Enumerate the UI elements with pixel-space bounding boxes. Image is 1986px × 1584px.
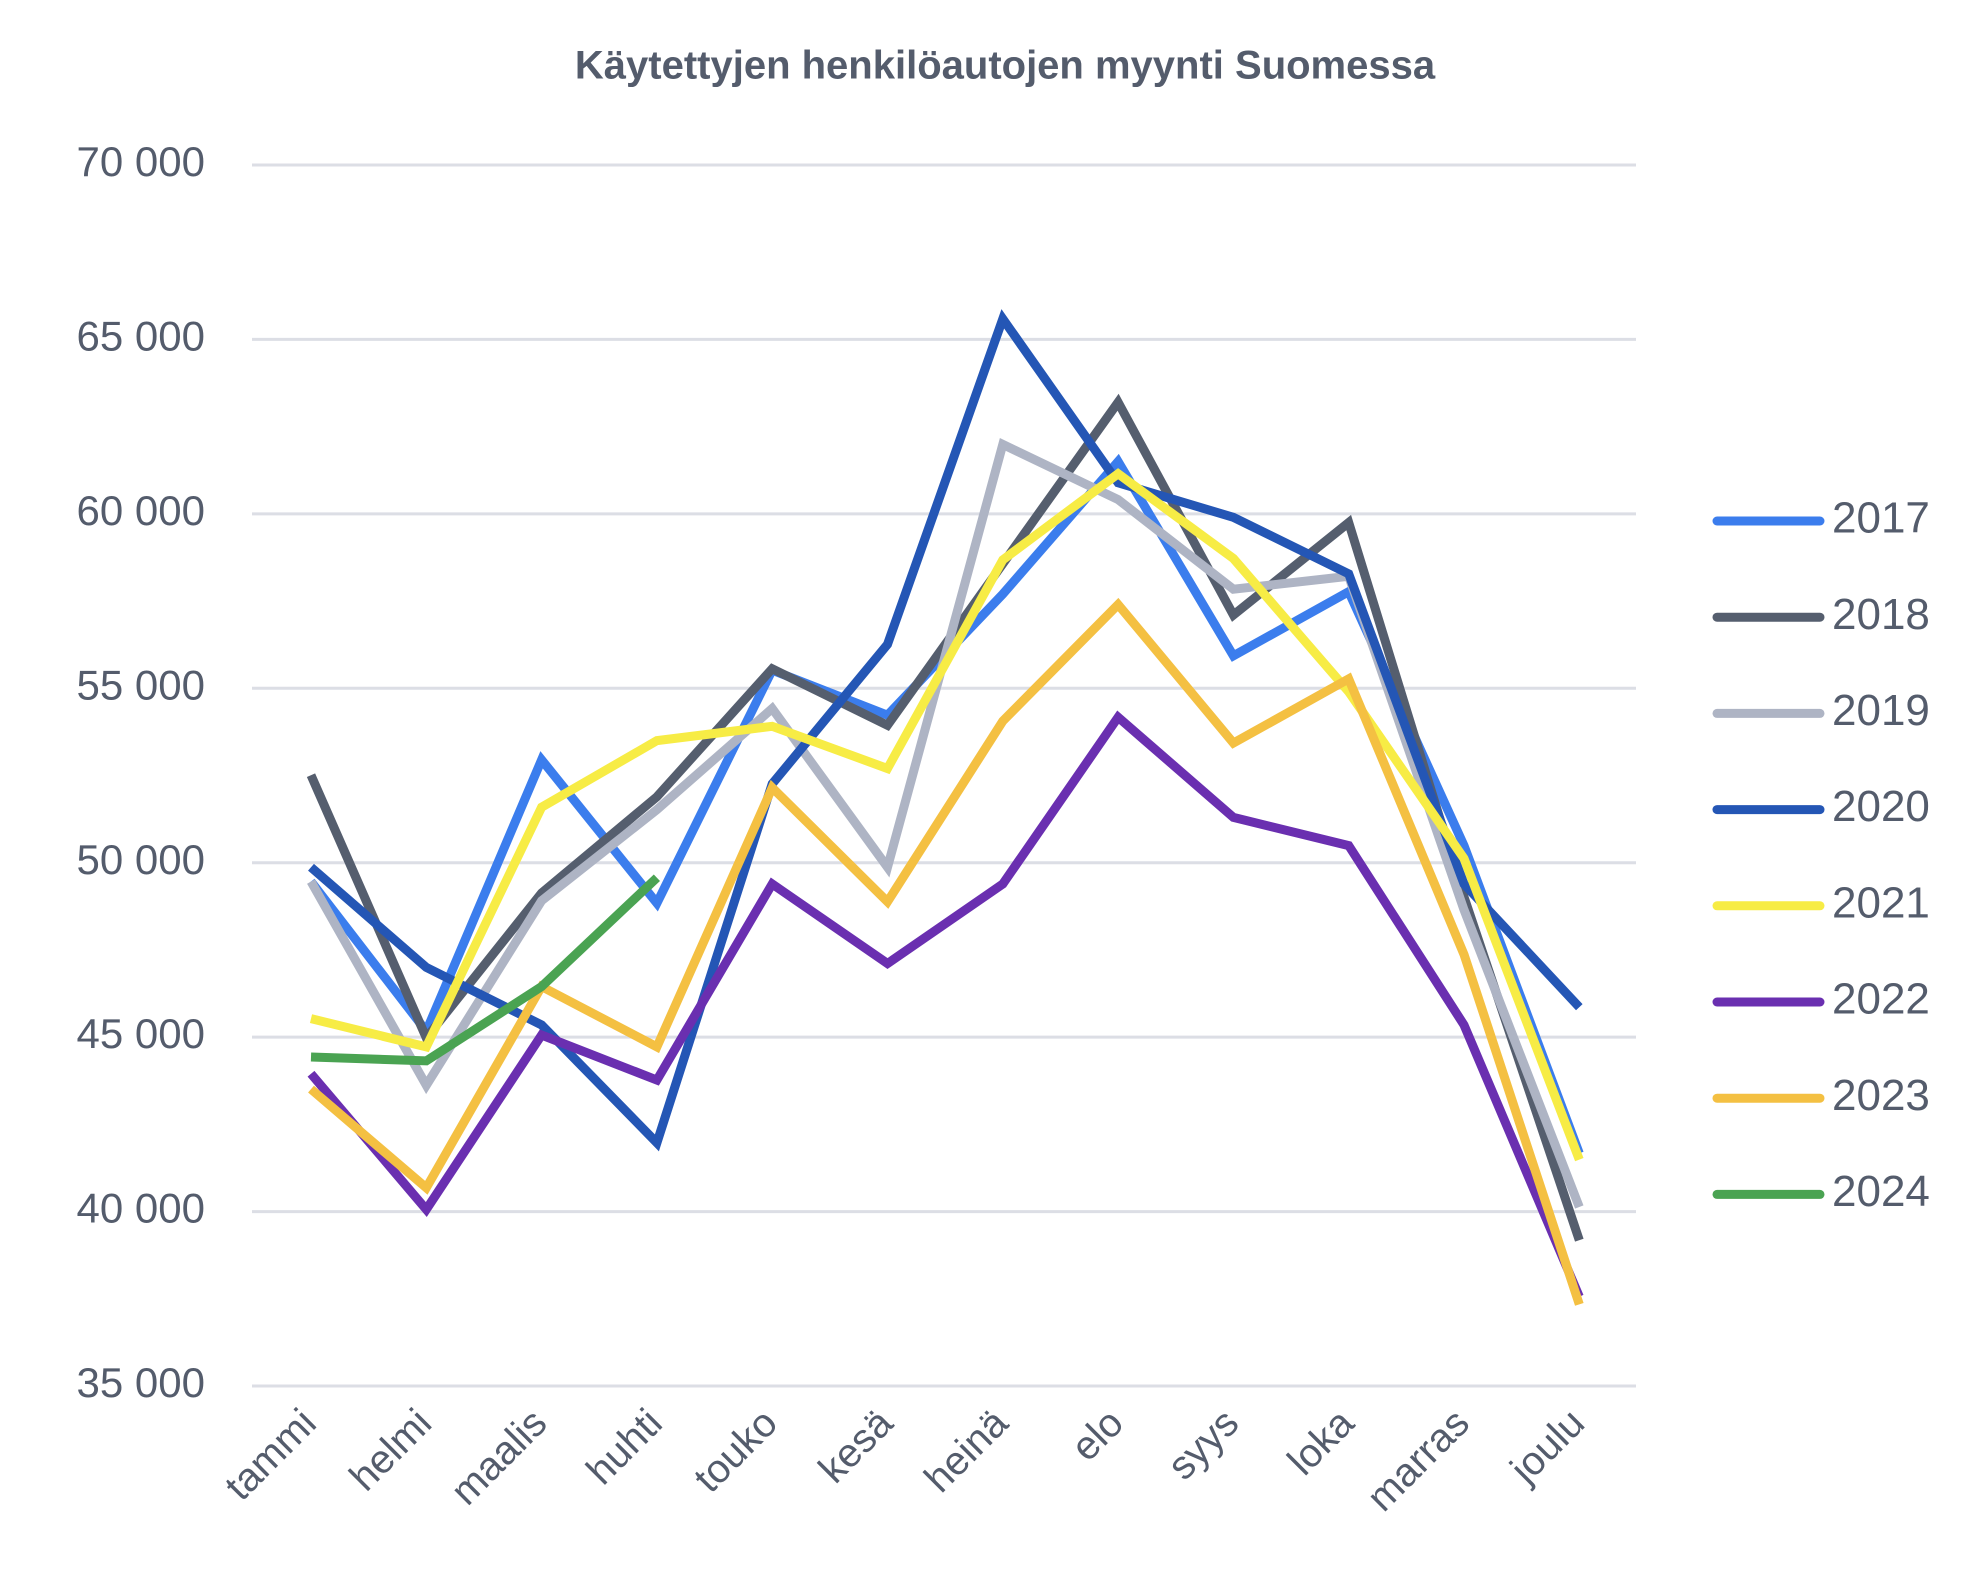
x-tick-label: tammi [217, 1401, 325, 1509]
y-tick-label: 70 000 [77, 138, 205, 185]
series-line [308, 309, 1583, 1152]
x-tick-label: kesä [810, 1400, 901, 1491]
chart-title: Käytettyjen henkilöautojen myynti Suomes… [575, 44, 1436, 88]
x-tick-label: marras [1359, 1401, 1478, 1520]
x-tick-label: helmi [341, 1401, 440, 1500]
series-line [310, 874, 660, 1066]
y-tick-label: 45 000 [77, 1010, 205, 1057]
x-tick-label: loka [1280, 1400, 1364, 1484]
y-tick-label: 55 000 [77, 661, 205, 708]
legend-label: 2019 [1832, 686, 1930, 735]
x-tick-label: joulu [1502, 1401, 1594, 1493]
legend-label: 2020 [1832, 782, 1930, 831]
y-tick-label: 60 000 [77, 487, 205, 534]
legend-label: 2024 [1832, 1167, 1930, 1216]
legend-label: 2018 [1832, 590, 1930, 639]
series-line [308, 597, 1584, 1306]
x-tick-label: huhti [578, 1401, 670, 1493]
y-tick-label: 50 000 [77, 836, 205, 883]
x-tick-label: touko [686, 1401, 786, 1501]
x-tick-label: maalis [443, 1401, 556, 1514]
x-tick-label: elo [1063, 1401, 1132, 1470]
legend-label: 2017 [1832, 494, 1930, 543]
legend-label: 2023 [1832, 1071, 1930, 1120]
x-tick-label: syys [1160, 1401, 1248, 1489]
y-tick-label: 35 000 [77, 1359, 205, 1406]
legend-label: 2022 [1832, 975, 1930, 1024]
series-line [307, 710, 1584, 1299]
legend-label: 2021 [1832, 878, 1930, 927]
y-tick-label: 40 000 [77, 1185, 205, 1232]
x-tick-label: heinä [916, 1400, 1017, 1501]
series-line [306, 393, 1584, 1242]
y-tick-label: 65 000 [77, 313, 205, 360]
